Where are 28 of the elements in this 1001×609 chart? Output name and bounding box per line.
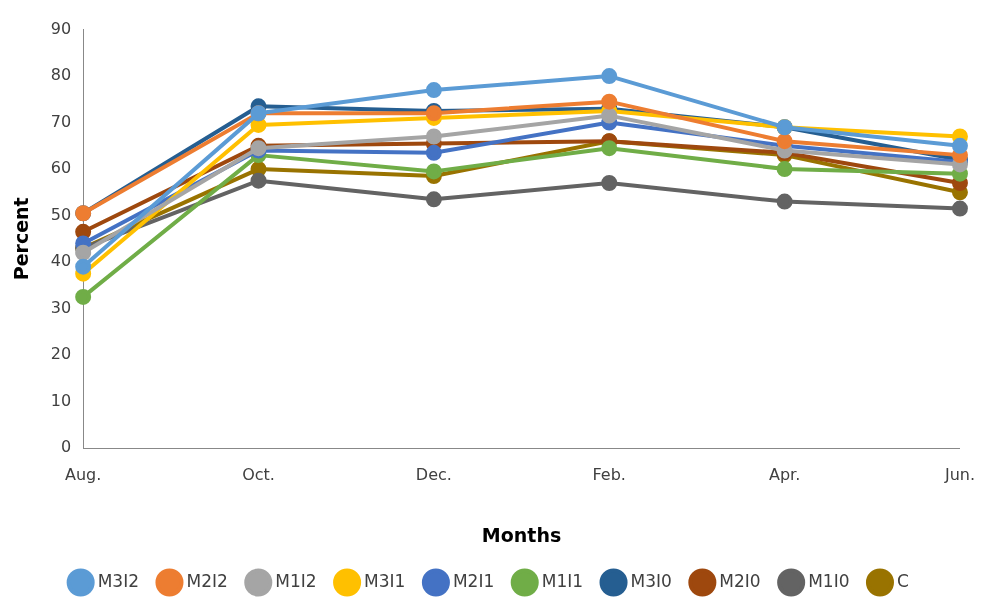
x-tick-label: Jun. <box>943 464 975 484</box>
y-tick-label: 10 <box>50 390 72 410</box>
legend-label: M3I1 <box>364 570 406 591</box>
y-tick-label: 80 <box>50 65 72 85</box>
x-tick-label: Oct. <box>242 464 275 484</box>
x-tick-label: Dec. <box>415 464 452 484</box>
x-tick-label: Feb. <box>592 464 626 484</box>
legend-label: M2I2 <box>186 570 228 591</box>
x-axis-title: Months <box>481 523 562 546</box>
y-axis-title: Percent <box>10 197 33 281</box>
legend-label: M3I0 <box>630 570 672 591</box>
y-tick-label: 70 <box>50 111 72 131</box>
legend-label: M1I1 <box>541 570 584 591</box>
y-tick-label: 0 <box>60 437 72 457</box>
x-tick-label: Apr. <box>768 464 801 484</box>
y-tick-label: 60 <box>50 158 72 178</box>
legend-label: M2I1 <box>452 570 495 591</box>
y-tick-label: 30 <box>50 297 72 317</box>
y-tick-label: 90 <box>50 18 72 38</box>
legend-label: M2I0 <box>719 570 761 591</box>
y-tick-label: 50 <box>50 204 72 224</box>
y-tick-label: 40 <box>50 251 72 271</box>
y-tick-label: 20 <box>50 344 72 364</box>
legend-label: M1I0 <box>808 570 850 591</box>
legend-label: C <box>896 570 909 591</box>
x-tick-label: Aug. <box>65 464 102 484</box>
legend-label: M3I2 <box>97 570 139 591</box>
legend-label: M1I2 <box>275 570 317 591</box>
